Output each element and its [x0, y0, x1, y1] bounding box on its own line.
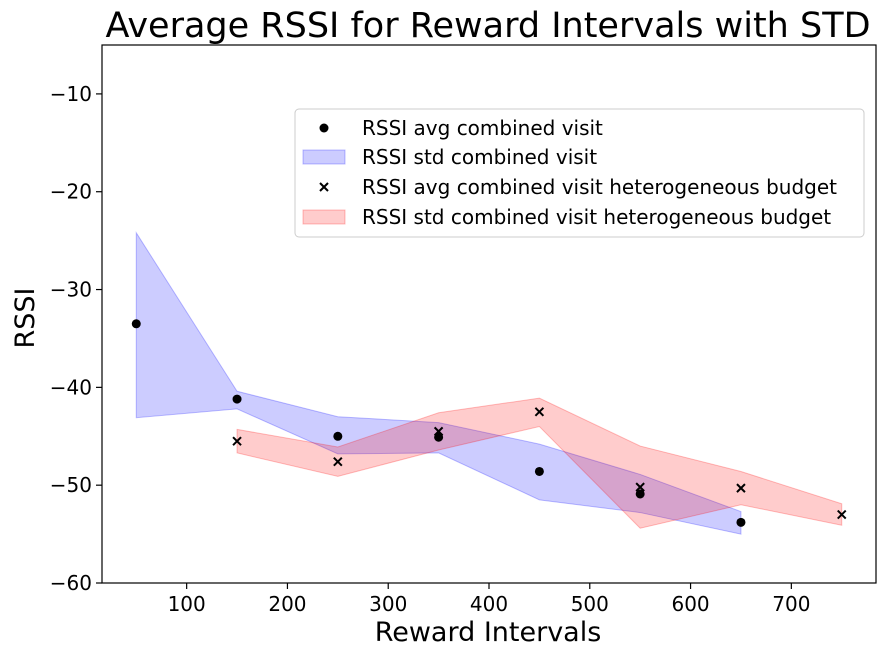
std-bands: [135, 231, 843, 535]
legend-swatch: [319, 123, 329, 133]
x-tick-label: 100: [168, 592, 206, 616]
y-axis-label: RSSI: [10, 287, 41, 348]
legend-item: RSSI avg combined visit heterogeneous bu…: [319, 175, 837, 199]
avg-x-point: [837, 509, 847, 520]
avg-point: [736, 517, 746, 527]
avg-x-point: [635, 482, 645, 492]
avg-x-point: [736, 483, 746, 493]
legend-swatch: [302, 209, 346, 225]
avg-x-point: [433, 426, 444, 437]
std-band-3: [236, 397, 843, 529]
legend-item: RSSI std combined visit heterogeneous bu…: [302, 205, 831, 229]
y-tick-label: −20: [50, 180, 92, 204]
avg-point: [232, 394, 242, 404]
x-tick-label: 400: [470, 592, 508, 616]
x-tick-label: 300: [369, 592, 407, 616]
y-tick-label: −50: [50, 473, 92, 497]
y-tick-label: −10: [50, 82, 92, 106]
legend: RSSI avg combined visit RSSI std combined…: [294, 108, 865, 238]
legend-label: RSSI avg combined visit heterogeneous bu…: [362, 175, 837, 199]
x-axis-label: Reward Intervals: [375, 617, 602, 648]
y-tick-label: −40: [50, 375, 92, 399]
x-tick-label: 200: [268, 592, 306, 616]
x-tick-label: 700: [772, 592, 810, 616]
avg-x-point: [232, 436, 242, 446]
avg-x-point: [534, 407, 545, 417]
legend-swatch: [302, 149, 346, 165]
avg-point: [534, 466, 544, 476]
y-axis: −10 −20 −30 −40 −50 −60: [50, 82, 102, 595]
legend-item: RSSI avg combined visit: [319, 116, 603, 140]
legend-label: RSSI std combined visit: [362, 145, 597, 169]
std-band-1: [135, 231, 742, 535]
chart-title: Average RSSI for Reward Intervals with S…: [105, 6, 870, 46]
avg-point: [333, 431, 343, 441]
legend-item: RSSI std combined visit: [302, 145, 597, 169]
y-tick-label: −30: [50, 278, 92, 302]
y-tick-label: −60: [50, 571, 92, 595]
avg-x-point: [333, 456, 343, 467]
avg-point: [635, 489, 645, 499]
legend-label: RSSI avg combined visit: [362, 116, 603, 140]
legend-label: RSSI std combined visit heterogeneous bu…: [362, 205, 831, 229]
avg-point: [131, 319, 141, 329]
x-tick-label: 500: [571, 592, 609, 616]
legend-frame: [294, 108, 865, 238]
x-axis: 100 200 300 400 500 600 700: [168, 583, 810, 616]
avg-points: [131, 319, 847, 527]
x-tick-label: 600: [671, 592, 709, 616]
